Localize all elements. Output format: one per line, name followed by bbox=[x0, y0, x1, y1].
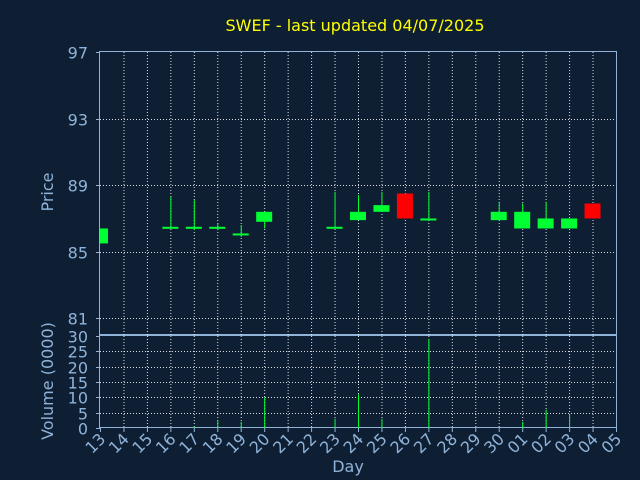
price-panel: 81 85 89 93 97 Price bbox=[38, 44, 617, 335]
price-grid bbox=[100, 52, 616, 335]
candle-body bbox=[561, 218, 578, 229]
volume-tick-label: 25 bbox=[68, 343, 88, 362]
volume-tick-label: 10 bbox=[68, 389, 88, 408]
price-tick-label: 89 bbox=[68, 177, 88, 196]
candle-body bbox=[490, 211, 507, 221]
x-tick-label: 05 bbox=[597, 429, 625, 457]
volume-bars bbox=[193, 339, 571, 428]
price-y-ticks: 81 85 89 93 97 bbox=[68, 44, 100, 329]
candle-body bbox=[185, 226, 202, 229]
x-axis-label: Day bbox=[332, 457, 364, 476]
volume-tick-label: 15 bbox=[68, 374, 88, 393]
volume-tick-label: 5 bbox=[78, 405, 88, 424]
volume-tick-label: 0 bbox=[78, 420, 88, 439]
candle-body bbox=[350, 211, 366, 221]
candle-body bbox=[326, 226, 343, 229]
price-tick-label: 97 bbox=[68, 44, 88, 63]
price-tick-label: 85 bbox=[68, 244, 88, 263]
candle-body bbox=[514, 211, 531, 229]
candles bbox=[100, 191, 601, 244]
volume-tick-label: 20 bbox=[68, 359, 88, 378]
candle-body bbox=[232, 233, 249, 236]
candle-body bbox=[256, 211, 273, 222]
volume-tick-label: 30 bbox=[68, 328, 88, 347]
volume-axis-label: Volume (0000) bbox=[38, 322, 57, 440]
price-axis-label: Price bbox=[38, 172, 57, 211]
candle-body bbox=[373, 205, 390, 212]
candle-body bbox=[209, 226, 226, 229]
candle-body bbox=[100, 228, 108, 244]
candle-body bbox=[420, 218, 437, 221]
price-tick-label: 93 bbox=[68, 111, 88, 130]
candle-body bbox=[396, 193, 413, 219]
candle-body bbox=[584, 203, 601, 219]
price-tick-label: 81 bbox=[68, 310, 88, 329]
candle-body bbox=[162, 226, 179, 229]
candle-body bbox=[537, 218, 554, 229]
chart-title: SWEF - last updated 04/07/2025 bbox=[225, 16, 484, 35]
x-ticks: 1314151617181920212223242526272829300102… bbox=[81, 428, 625, 457]
